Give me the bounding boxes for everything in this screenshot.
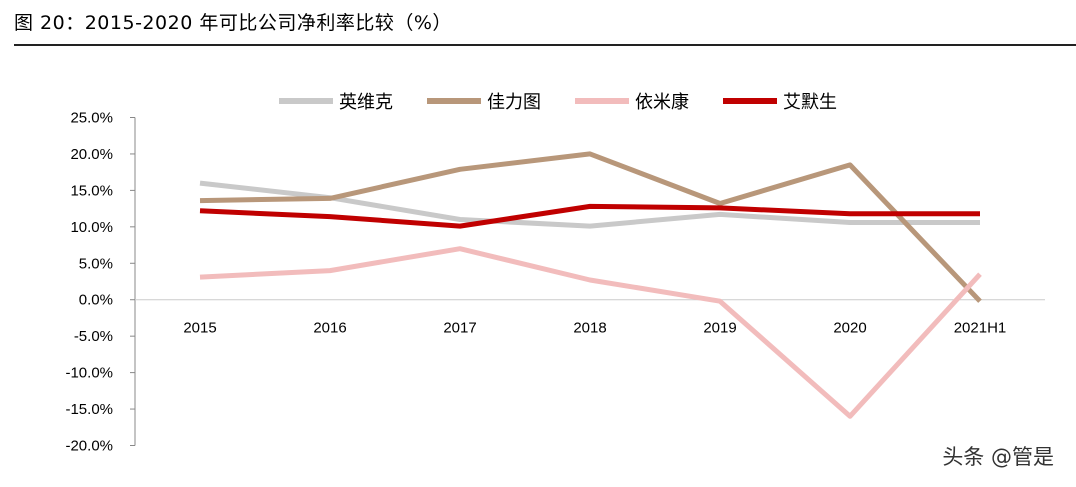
y-tick-label: 15.0% <box>70 182 113 199</box>
x-axis-ticks: 2015 2016 2017 2018 2019 2020 2021H1 <box>183 320 1006 337</box>
y-tick-label: -20.0% <box>65 438 113 455</box>
y-tick-label: 10.0% <box>70 219 113 236</box>
series-lines <box>199 151 982 419</box>
x-tick-label: 2016 <box>313 320 346 337</box>
y-tick-label: 5.0% <box>79 255 113 272</box>
x-tick-label: 2015 <box>183 320 216 337</box>
x-tick-label: 2021H1 <box>954 320 1007 337</box>
series-line-2 <box>199 246 982 419</box>
title-rule <box>14 44 1076 46</box>
chart-axes <box>134 117 1045 446</box>
x-tick-label: 2018 <box>573 320 606 337</box>
y-tick-label: -10.0% <box>65 365 113 382</box>
y-tick-label: -5.0% <box>74 328 113 345</box>
y-tick-label: 20.0% <box>70 146 113 163</box>
y-tick-label: 25.0% <box>70 110 113 127</box>
legend-label: 依米康 <box>635 92 689 113</box>
x-tick-label: 2019 <box>703 320 736 337</box>
series-line-3 <box>199 203 980 229</box>
legend-label: 佳力图 <box>487 92 541 113</box>
x-tick-label: 2020 <box>833 320 866 337</box>
y-axis-ticks: 25.0% 20.0% 15.0% 10.0% 5.0% 0.0% -5.0% -10.0% -… <box>65 110 135 455</box>
watermark: 头条 @管是 <box>942 445 1054 469</box>
y-tick-label: -15.0% <box>65 401 113 418</box>
y-tick-label: 0.0% <box>79 292 113 309</box>
figure-title: 图 20：2015-2020 年可比公司净利率比较（%） <box>14 12 452 34</box>
series-line-1 <box>199 151 982 303</box>
x-tick-label: 2017 <box>443 320 476 337</box>
legend-label: 英维克 <box>339 92 393 113</box>
chart-legend: 英维克 佳力图 依米康 艾默生 <box>279 92 837 113</box>
legend-label: 艾默生 <box>783 92 837 113</box>
